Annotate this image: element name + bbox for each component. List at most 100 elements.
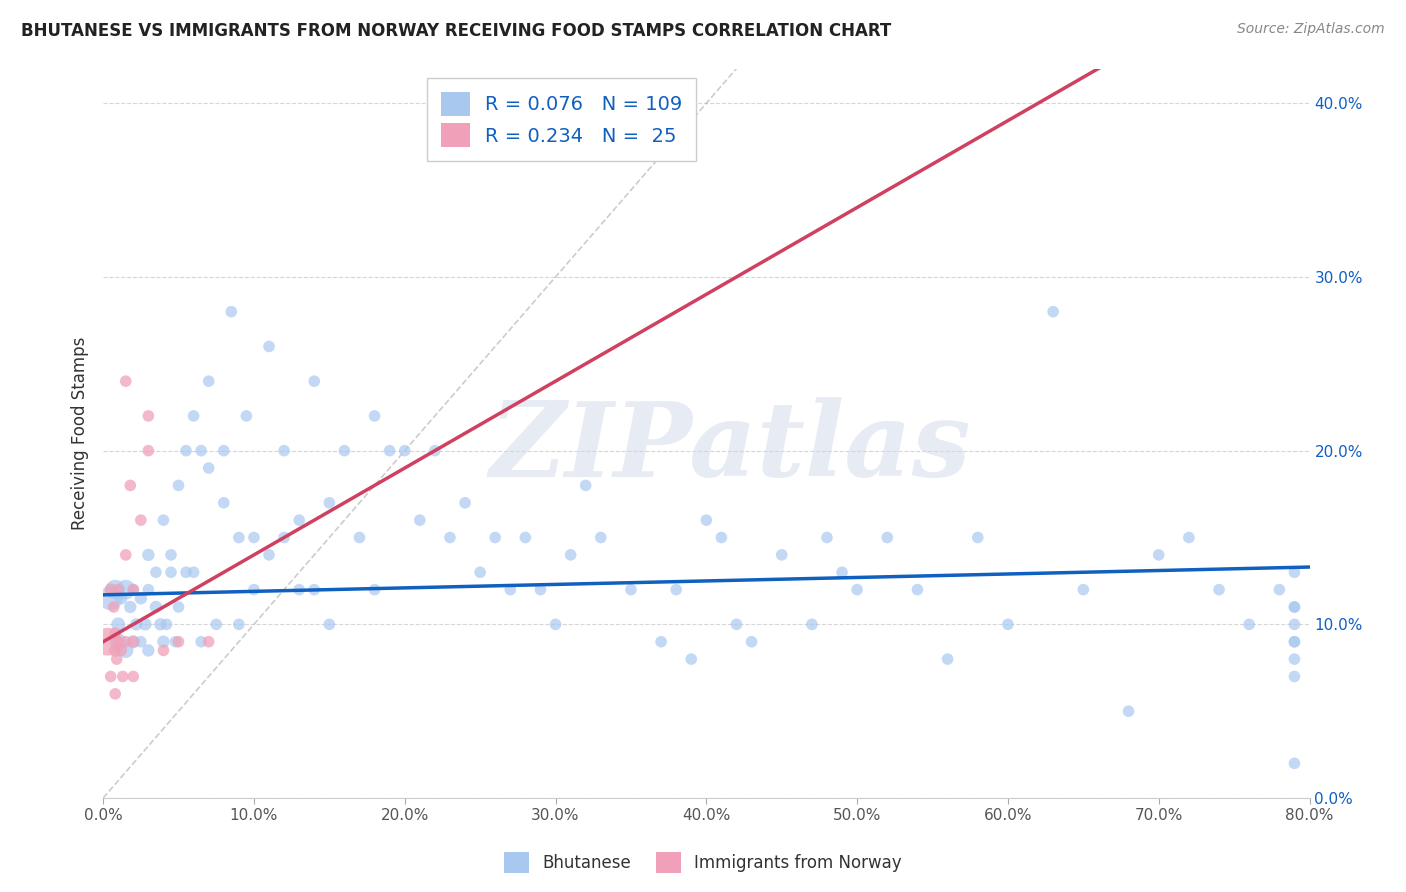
Point [110,591,132,606]
Point [484,531,506,545]
Point [378,443,401,458]
Point [114,548,136,562]
Point [815,531,838,545]
Point [846,582,869,597]
Point [333,443,356,458]
Point [138,643,160,657]
Point [174,566,197,580]
Point [105,652,128,666]
Legend: Bhutanese, Immigrants from Norway: Bhutanese, Immigrants from Norway [498,846,908,880]
Point [710,531,733,545]
Point [725,617,748,632]
Point [650,634,672,648]
Point [423,443,446,458]
Point [134,617,156,632]
Point [560,548,582,562]
Point [120,599,142,614]
Point [363,582,385,597]
Point [1284,756,1306,771]
Point [1268,582,1291,597]
Point [104,687,127,701]
Point [1284,566,1306,580]
Point [205,617,228,632]
Point [122,582,145,597]
Point [183,566,205,580]
Point [104,643,127,657]
Point [273,531,295,545]
Point [318,617,340,632]
Point [114,643,136,657]
Point [197,374,219,388]
Point [167,478,190,492]
Point [770,548,793,562]
Point [197,634,219,648]
Point [1147,548,1170,562]
Point [409,513,432,527]
Point [145,566,167,580]
Point [152,634,174,648]
Point [515,531,537,545]
Point [439,531,461,545]
Point [111,669,134,683]
Point [499,582,522,597]
Point [304,582,326,597]
Point [936,652,959,666]
Point [304,374,326,388]
Point [1178,531,1201,545]
Point [129,513,152,527]
Point [107,617,129,632]
Point [228,531,250,545]
Point [103,599,125,614]
Point [145,599,167,614]
Point [138,443,160,458]
Point [104,626,127,640]
Point [288,513,311,527]
Point [665,582,688,597]
Point [183,409,205,423]
Point [1284,669,1306,683]
Point [394,443,416,458]
Point [138,548,160,562]
Point [122,634,145,648]
Point [575,478,598,492]
Y-axis label: Receiving Food Stamps: Receiving Food Stamps [72,336,89,530]
Point [107,634,129,648]
Point [122,669,145,683]
Point [167,599,190,614]
Point [174,443,197,458]
Point [107,582,129,597]
Text: Source: ZipAtlas.com: Source: ZipAtlas.com [1237,22,1385,37]
Point [235,409,257,423]
Point [197,461,219,475]
Point [122,582,145,597]
Point [138,409,160,423]
Point [288,582,311,597]
Point [100,591,122,606]
Point [155,617,177,632]
Point [221,304,243,318]
Point [129,634,152,648]
Point [681,652,703,666]
Point [114,582,136,597]
Point [129,591,152,606]
Point [454,496,477,510]
Point [228,617,250,632]
Point [160,566,183,580]
Point [800,617,823,632]
Point [100,582,122,597]
Point [1071,582,1094,597]
Point [1237,617,1260,632]
Point [190,443,212,458]
Point [544,617,567,632]
Point [212,443,235,458]
Point [114,374,136,388]
Point [243,531,266,545]
Point [589,531,612,545]
Point [152,513,174,527]
Point [125,617,148,632]
Point [695,513,717,527]
Point [529,582,551,597]
Text: BHUTANESE VS IMMIGRANTS FROM NORWAY RECEIVING FOOD STAMPS CORRELATION CHART: BHUTANESE VS IMMIGRANTS FROM NORWAY RECE… [21,22,891,40]
Point [110,643,132,657]
Point [243,582,266,597]
